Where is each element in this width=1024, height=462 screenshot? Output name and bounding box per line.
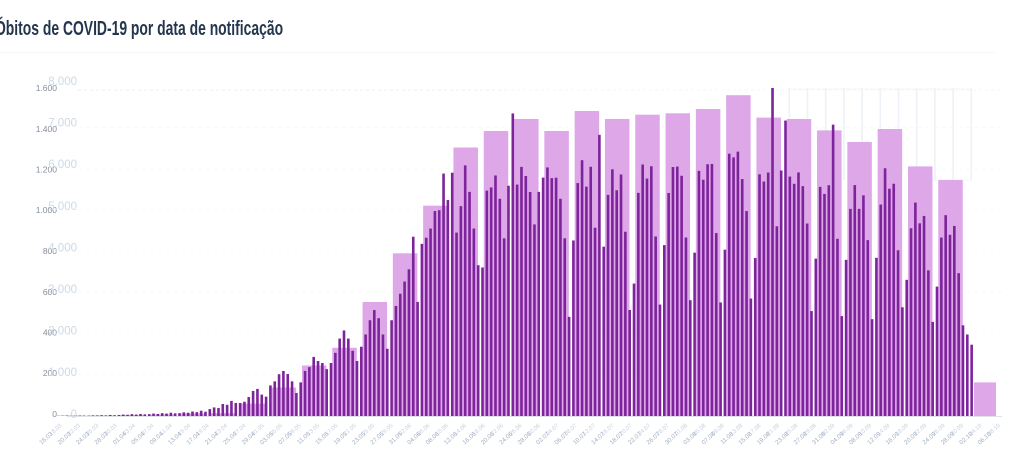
svg-text:6.000: 6.000 (48, 159, 77, 171)
svg-text:8.000: 8.000 (48, 76, 77, 88)
svg-text:800: 800 (43, 246, 57, 256)
svg-text:4.000: 4.000 (48, 242, 77, 254)
svg-text:1.200: 1.200 (36, 165, 58, 175)
svg-text:1.000: 1.000 (48, 367, 77, 379)
svg-text:1.400: 1.400 (36, 124, 58, 134)
svg-text:0: 0 (52, 409, 57, 419)
svg-text:600: 600 (43, 287, 57, 297)
svg-text:0: 0 (71, 409, 77, 421)
svg-text:400: 400 (43, 328, 57, 338)
svg-text:5.000: 5.000 (48, 201, 77, 213)
svg-text:200: 200 (43, 368, 57, 378)
svg-text:1.000: 1.000 (36, 205, 58, 215)
svg-text:2.000: 2.000 (48, 326, 77, 338)
svg-text:1.600: 1.600 (36, 83, 58, 93)
svg-text:3.000: 3.000 (48, 284, 77, 296)
svg-text:7.000: 7.000 (48, 118, 77, 130)
